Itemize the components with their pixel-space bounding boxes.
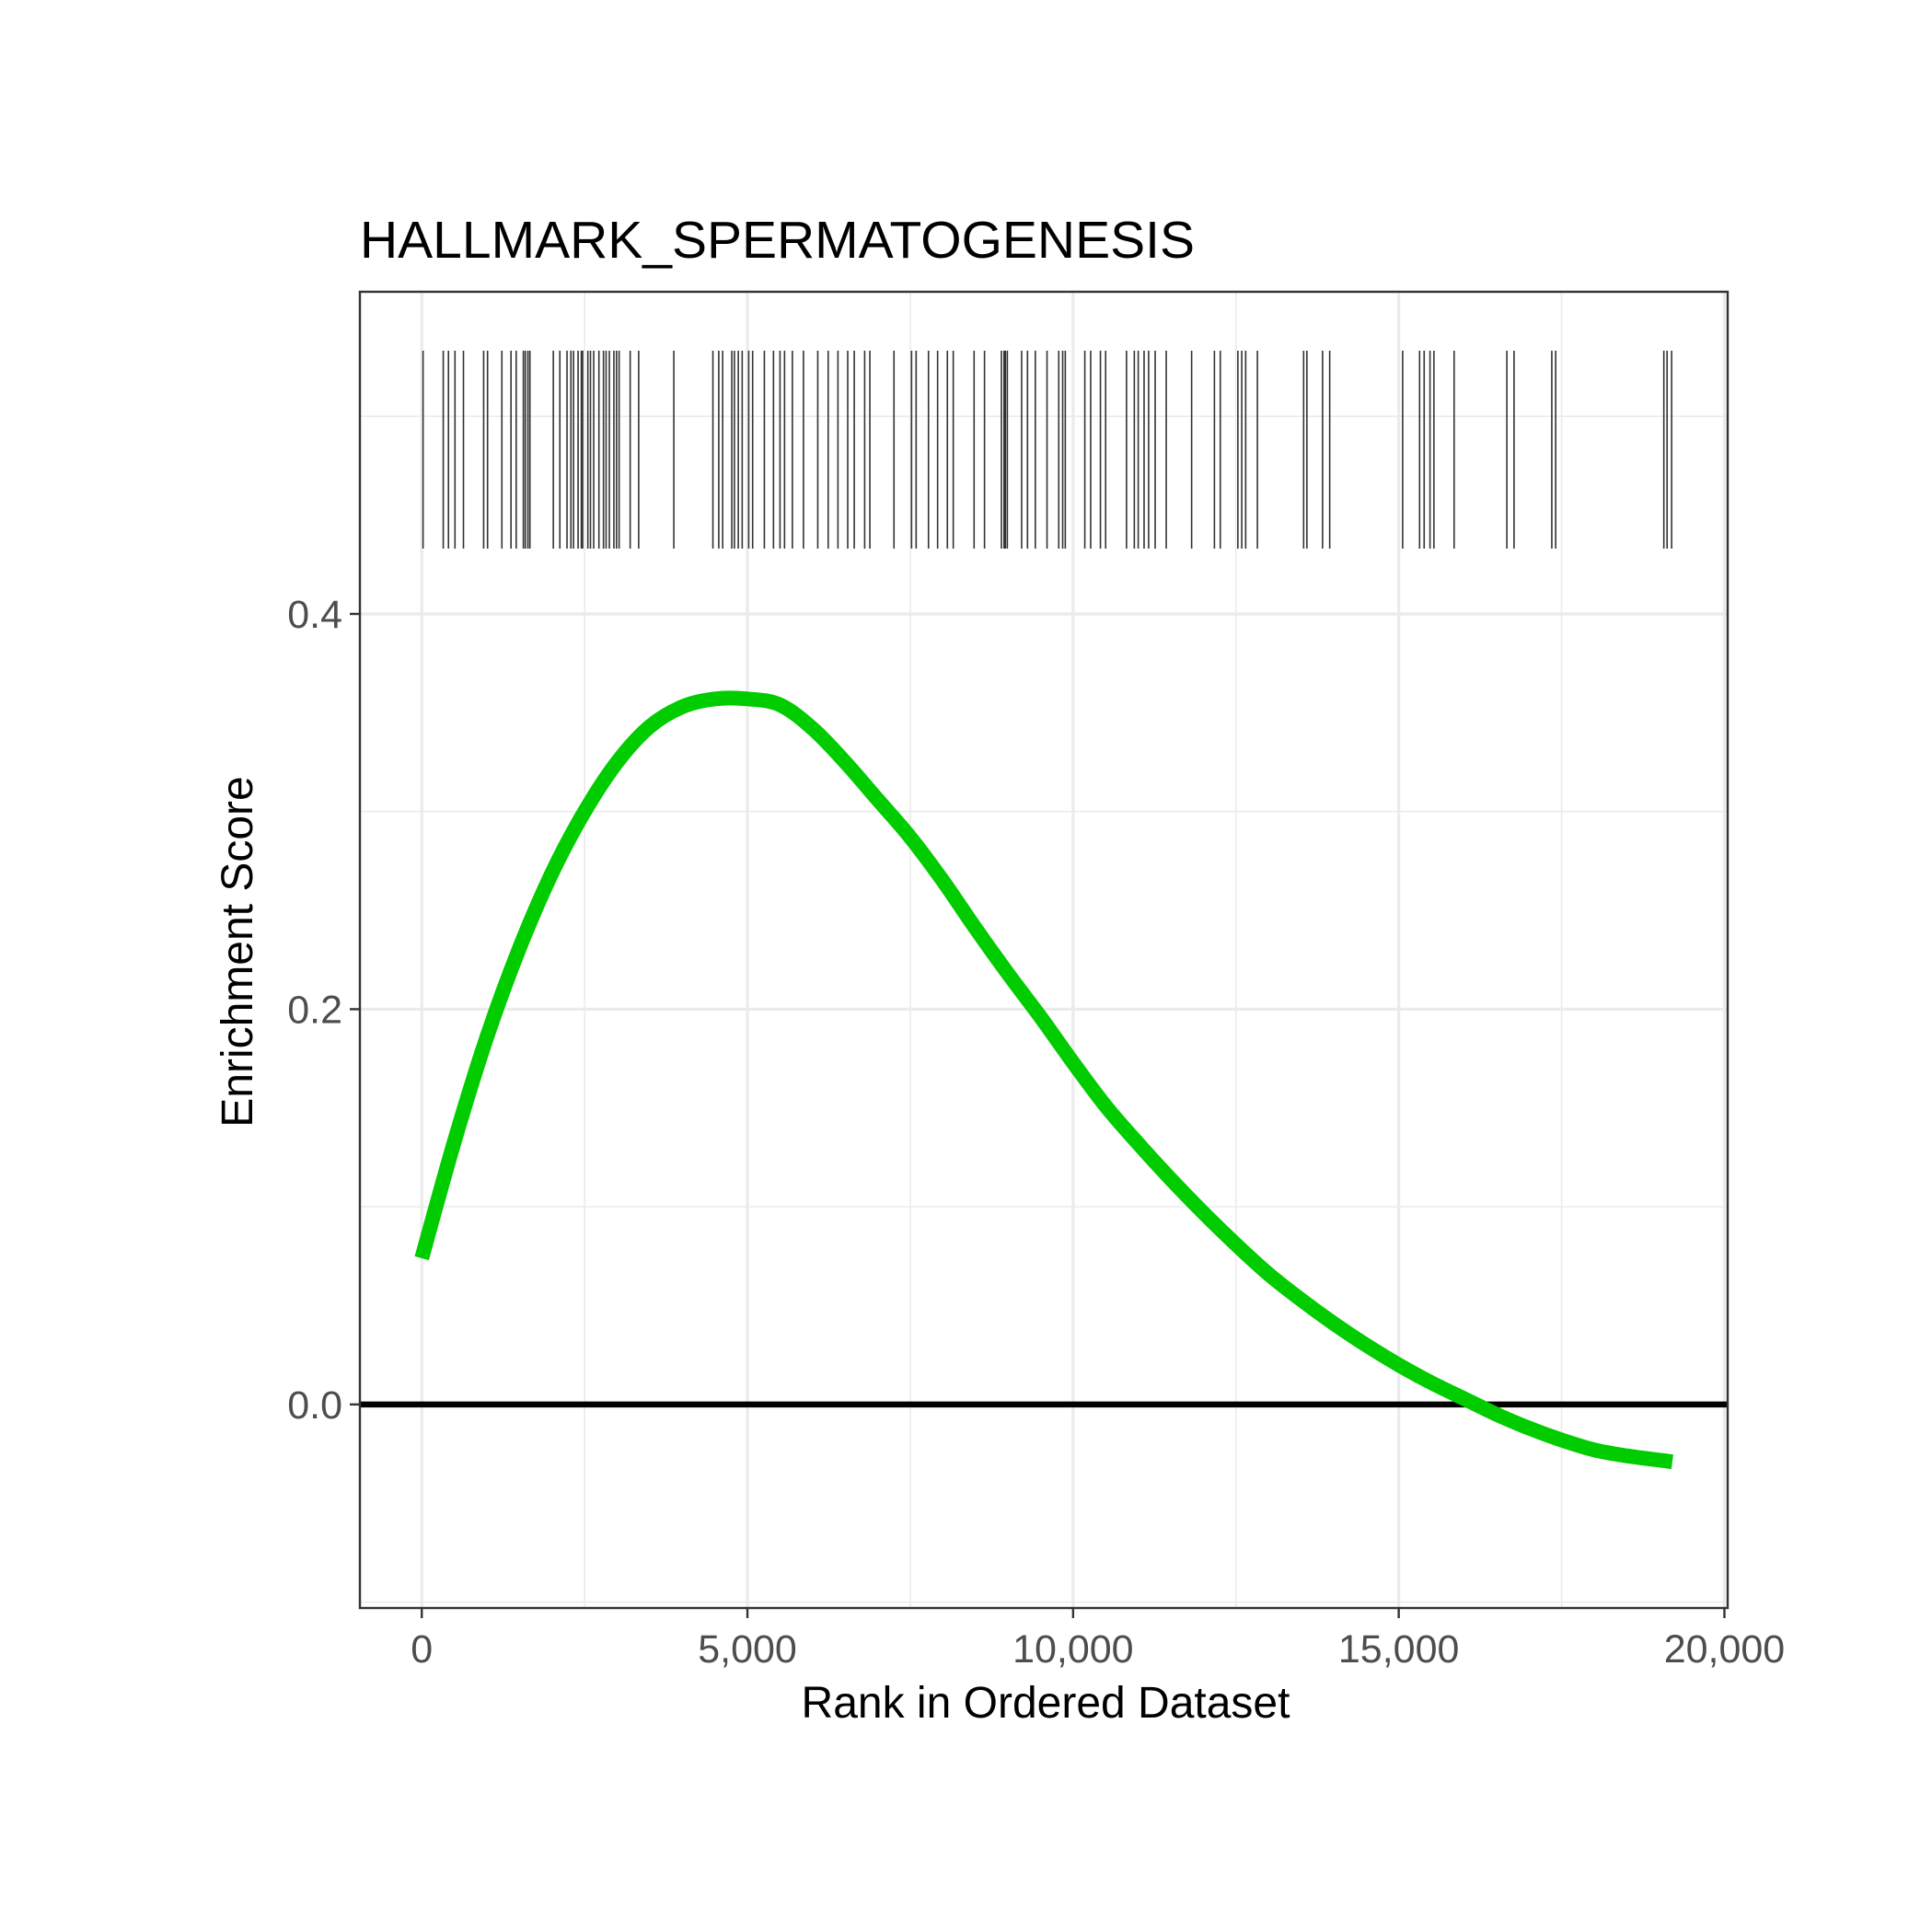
x-tick-label: 15,000 [1338,1627,1460,1672]
y-tick-label: 0.2 [287,988,342,1032]
plot-area [360,292,1728,1608]
x-tick-label: 5,000 [698,1627,797,1672]
axes: 0.0 0.2 0.4 0 5,000 10,000 15,000 20,000 [287,290,1786,1672]
chart-title: HALLMARK_SPERMATOGENESIS [360,211,1195,270]
panel-border [358,290,1730,1610]
x-tick-label: 0 [411,1627,433,1672]
y-tick-label: 0.4 [287,593,342,637]
enrichment-score-line [414,690,1673,1470]
y-axis-label: Enrichment Score [214,776,262,1128]
x-tick-label: 20,000 [1664,1627,1786,1672]
x-axis-label: Rank in Ordered Dataset [802,1679,1290,1728]
x-tick-label: 10,000 [1012,1627,1134,1672]
y-tick-label: 0.0 [287,1383,342,1428]
